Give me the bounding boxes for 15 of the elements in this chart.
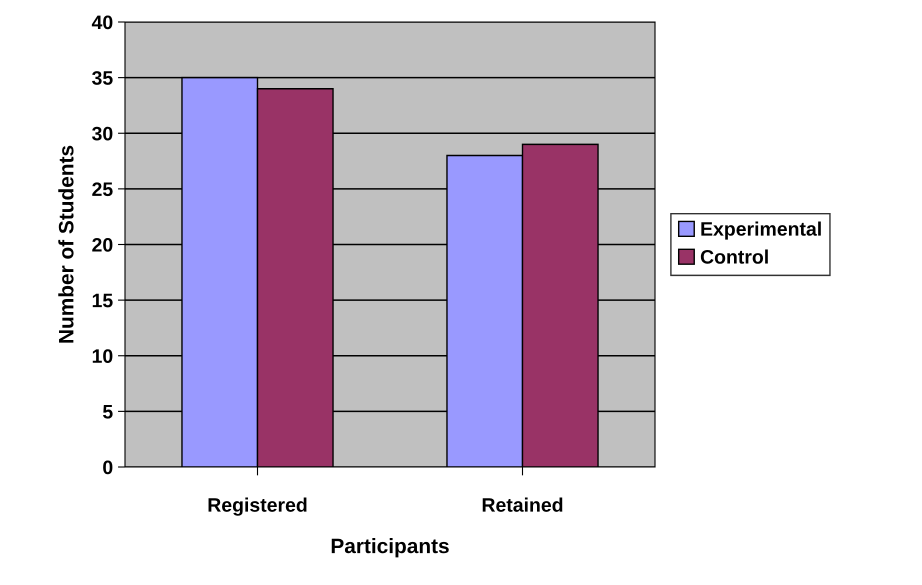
y-tick-label: 15 <box>92 294 113 308</box>
y-tick-label: 20 <box>92 238 112 252</box>
y-tick-label: 5 <box>102 405 113 419</box>
y-tick-label: 30 <box>92 126 112 141</box>
y-tick-label: 10 <box>92 349 112 363</box>
y-tick-label: 25 <box>92 182 113 196</box>
x-tick-label: Registered <box>208 498 306 516</box>
y-axis-title: Number of Students <box>58 146 74 343</box>
y-tick-label: 0 <box>103 460 112 474</box>
x-axis-title: Participants <box>332 538 449 558</box>
x-tick-label: Retained <box>482 498 562 512</box>
y-tick-label: 40 <box>92 15 112 30</box>
y-tick-label: 35 <box>92 71 113 85</box>
legend-label: Control <box>700 249 768 264</box>
legend-label: Experimental <box>701 222 821 240</box>
